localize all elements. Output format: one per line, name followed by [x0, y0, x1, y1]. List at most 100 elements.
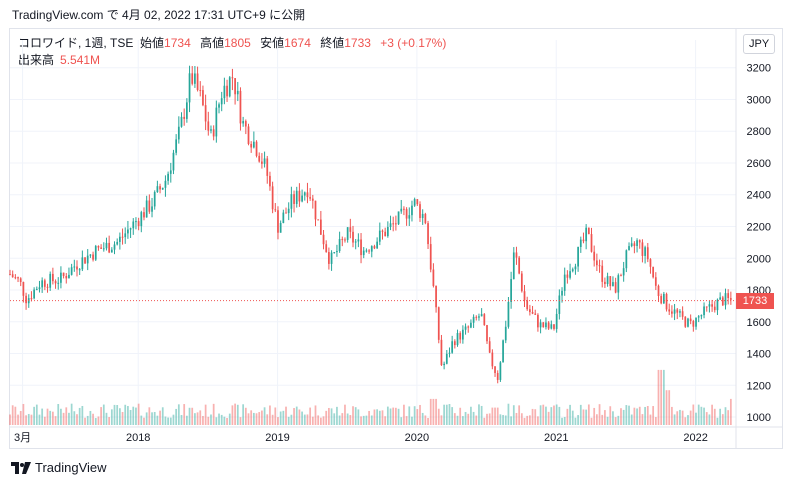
candle-body [719, 297, 722, 300]
y-tick-label: 3000 [747, 94, 771, 106]
x-tick-label: 3月 [14, 432, 31, 444]
candle-body [167, 173, 169, 181]
candle-body [145, 200, 148, 218]
volume-bar [84, 417, 86, 425]
volume-bar [81, 405, 84, 425]
candle-body [43, 280, 46, 287]
candle-body [411, 205, 413, 216]
candle-body [590, 234, 593, 252]
y-tick-label: 1000 [747, 412, 771, 424]
candle-body [218, 104, 220, 108]
volume-bar [545, 406, 547, 425]
candle-body [121, 236, 124, 238]
candle-body [202, 90, 204, 106]
volume-bar [429, 398, 432, 425]
volume-bar [145, 412, 148, 425]
candle-body [574, 266, 577, 270]
candle-body [515, 252, 518, 258]
volume-bar [617, 415, 620, 425]
candle-body [322, 234, 325, 245]
volume-bar [662, 369, 665, 425]
volume-bar [641, 414, 644, 425]
volume-bar [486, 413, 488, 425]
candle-body [153, 192, 156, 207]
volume-bar [687, 415, 689, 425]
candle-body [448, 352, 451, 354]
volume-bar [175, 408, 178, 425]
candle-body [185, 102, 188, 119]
volume-bar [148, 407, 151, 425]
volume-bar [9, 414, 11, 425]
candle-body [553, 324, 555, 329]
volume-bar [566, 408, 569, 425]
candle-body [188, 73, 191, 103]
volume-bar [33, 406, 35, 425]
currency-badge[interactable]: JPY [743, 34, 776, 54]
y-tick-label: 3200 [747, 63, 771, 75]
volume-bar [236, 404, 239, 425]
volume-bar [17, 414, 19, 425]
candle-body [252, 141, 255, 148]
volume-bar [569, 404, 571, 425]
candle-body [681, 311, 684, 317]
candle-body [25, 295, 27, 304]
volume-bar [151, 412, 153, 425]
volume-bar [470, 406, 472, 425]
candle-body [362, 250, 365, 256]
candle-body [210, 129, 212, 131]
volume-bar [62, 412, 65, 425]
candle-body [440, 339, 443, 366]
volume-bar [467, 413, 470, 425]
candle-body [569, 271, 571, 278]
candle-body [721, 297, 724, 306]
volume-bar [695, 412, 697, 425]
volume-bar [153, 411, 156, 425]
candle-body [518, 257, 521, 274]
volume-bar [336, 406, 338, 425]
volume-bar [57, 403, 60, 425]
candle-body [92, 254, 94, 260]
volume-bar [373, 409, 376, 425]
volume-bar [194, 413, 196, 425]
volume-bar [437, 408, 440, 425]
candle-body [539, 322, 542, 328]
volume-bar [491, 407, 494, 425]
candle-body [132, 221, 135, 229]
volume-bar [27, 413, 30, 425]
candle-body [97, 246, 100, 248]
candle-body [526, 300, 529, 310]
volume-bar [550, 407, 553, 425]
volume-bar [494, 407, 496, 425]
candle-body [365, 250, 368, 252]
volume-bar [43, 416, 46, 425]
candle-body [81, 257, 84, 270]
candle-body [429, 244, 432, 270]
symbol-label[interactable]: コロワイド, 1週, TSE [18, 36, 134, 50]
tradingview-brand[interactable]: TradingView [11, 460, 107, 475]
volume-bar [665, 390, 668, 425]
volume-bar [378, 410, 381, 425]
volume-bar [46, 408, 49, 425]
volume-bar [424, 415, 427, 425]
volume-bar [657, 369, 660, 425]
candle-body [295, 190, 298, 204]
volume-bar [577, 415, 579, 425]
volume-bar [681, 410, 684, 425]
candle-body [585, 227, 588, 242]
candle-body [9, 274, 11, 276]
volume-bar [518, 405, 521, 425]
candle-body [194, 73, 196, 84]
candle-body [378, 230, 381, 242]
candle-body [148, 200, 151, 212]
y-tick-label: 2600 [747, 158, 771, 170]
candle-body [563, 274, 566, 291]
volume-bar [630, 414, 633, 425]
volume-bar [354, 407, 357, 425]
volume-bar [614, 417, 617, 425]
x-tick-label: 2020 [405, 432, 429, 444]
candle-body [269, 175, 271, 187]
volume-bar [692, 404, 695, 425]
candle-body [199, 89, 202, 91]
candle-body [609, 276, 612, 287]
